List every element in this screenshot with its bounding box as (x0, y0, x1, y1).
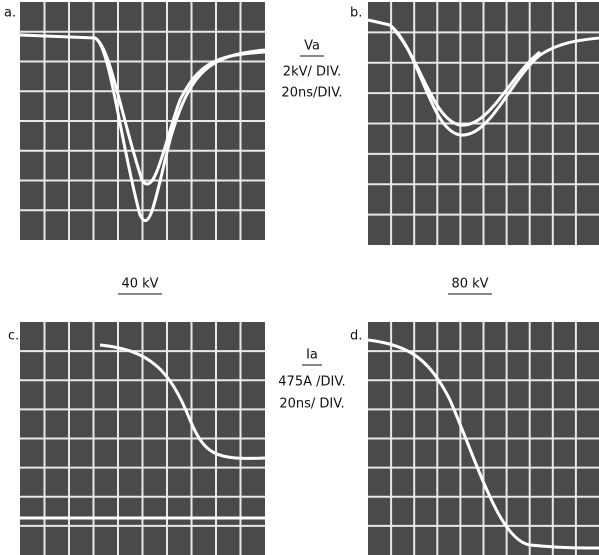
panel-label: d. (350, 329, 362, 344)
scale-vertical: 2kV/ DIV. (283, 65, 341, 80)
panel-label: a. (4, 6, 16, 21)
panel-d (368, 322, 599, 555)
page: a. b. c. d. Va 2kV/ DIV. 20ns/DIV. 40 kV… (0, 0, 599, 555)
panel-a (20, 2, 265, 240)
panel-label: c. (8, 329, 19, 344)
panel-c (20, 322, 265, 555)
panel-label: b. (350, 6, 362, 21)
scale-horizontal: 20ns/ DIV. (279, 397, 344, 412)
condition-label: 80 kV (451, 277, 488, 292)
scale-horizontal: 20ns/DIV. (281, 86, 342, 101)
condition-label: 40 kV (121, 277, 158, 292)
figure: a. b. c. d. Va 2kV/ DIV. 20ns/DIV. 40 kV… (0, 0, 599, 555)
panel-b (368, 2, 599, 245)
scale-title: Ia (306, 348, 318, 363)
scale-title: Va (304, 39, 320, 54)
scale-vertical: 475A /DIV. (278, 375, 345, 390)
